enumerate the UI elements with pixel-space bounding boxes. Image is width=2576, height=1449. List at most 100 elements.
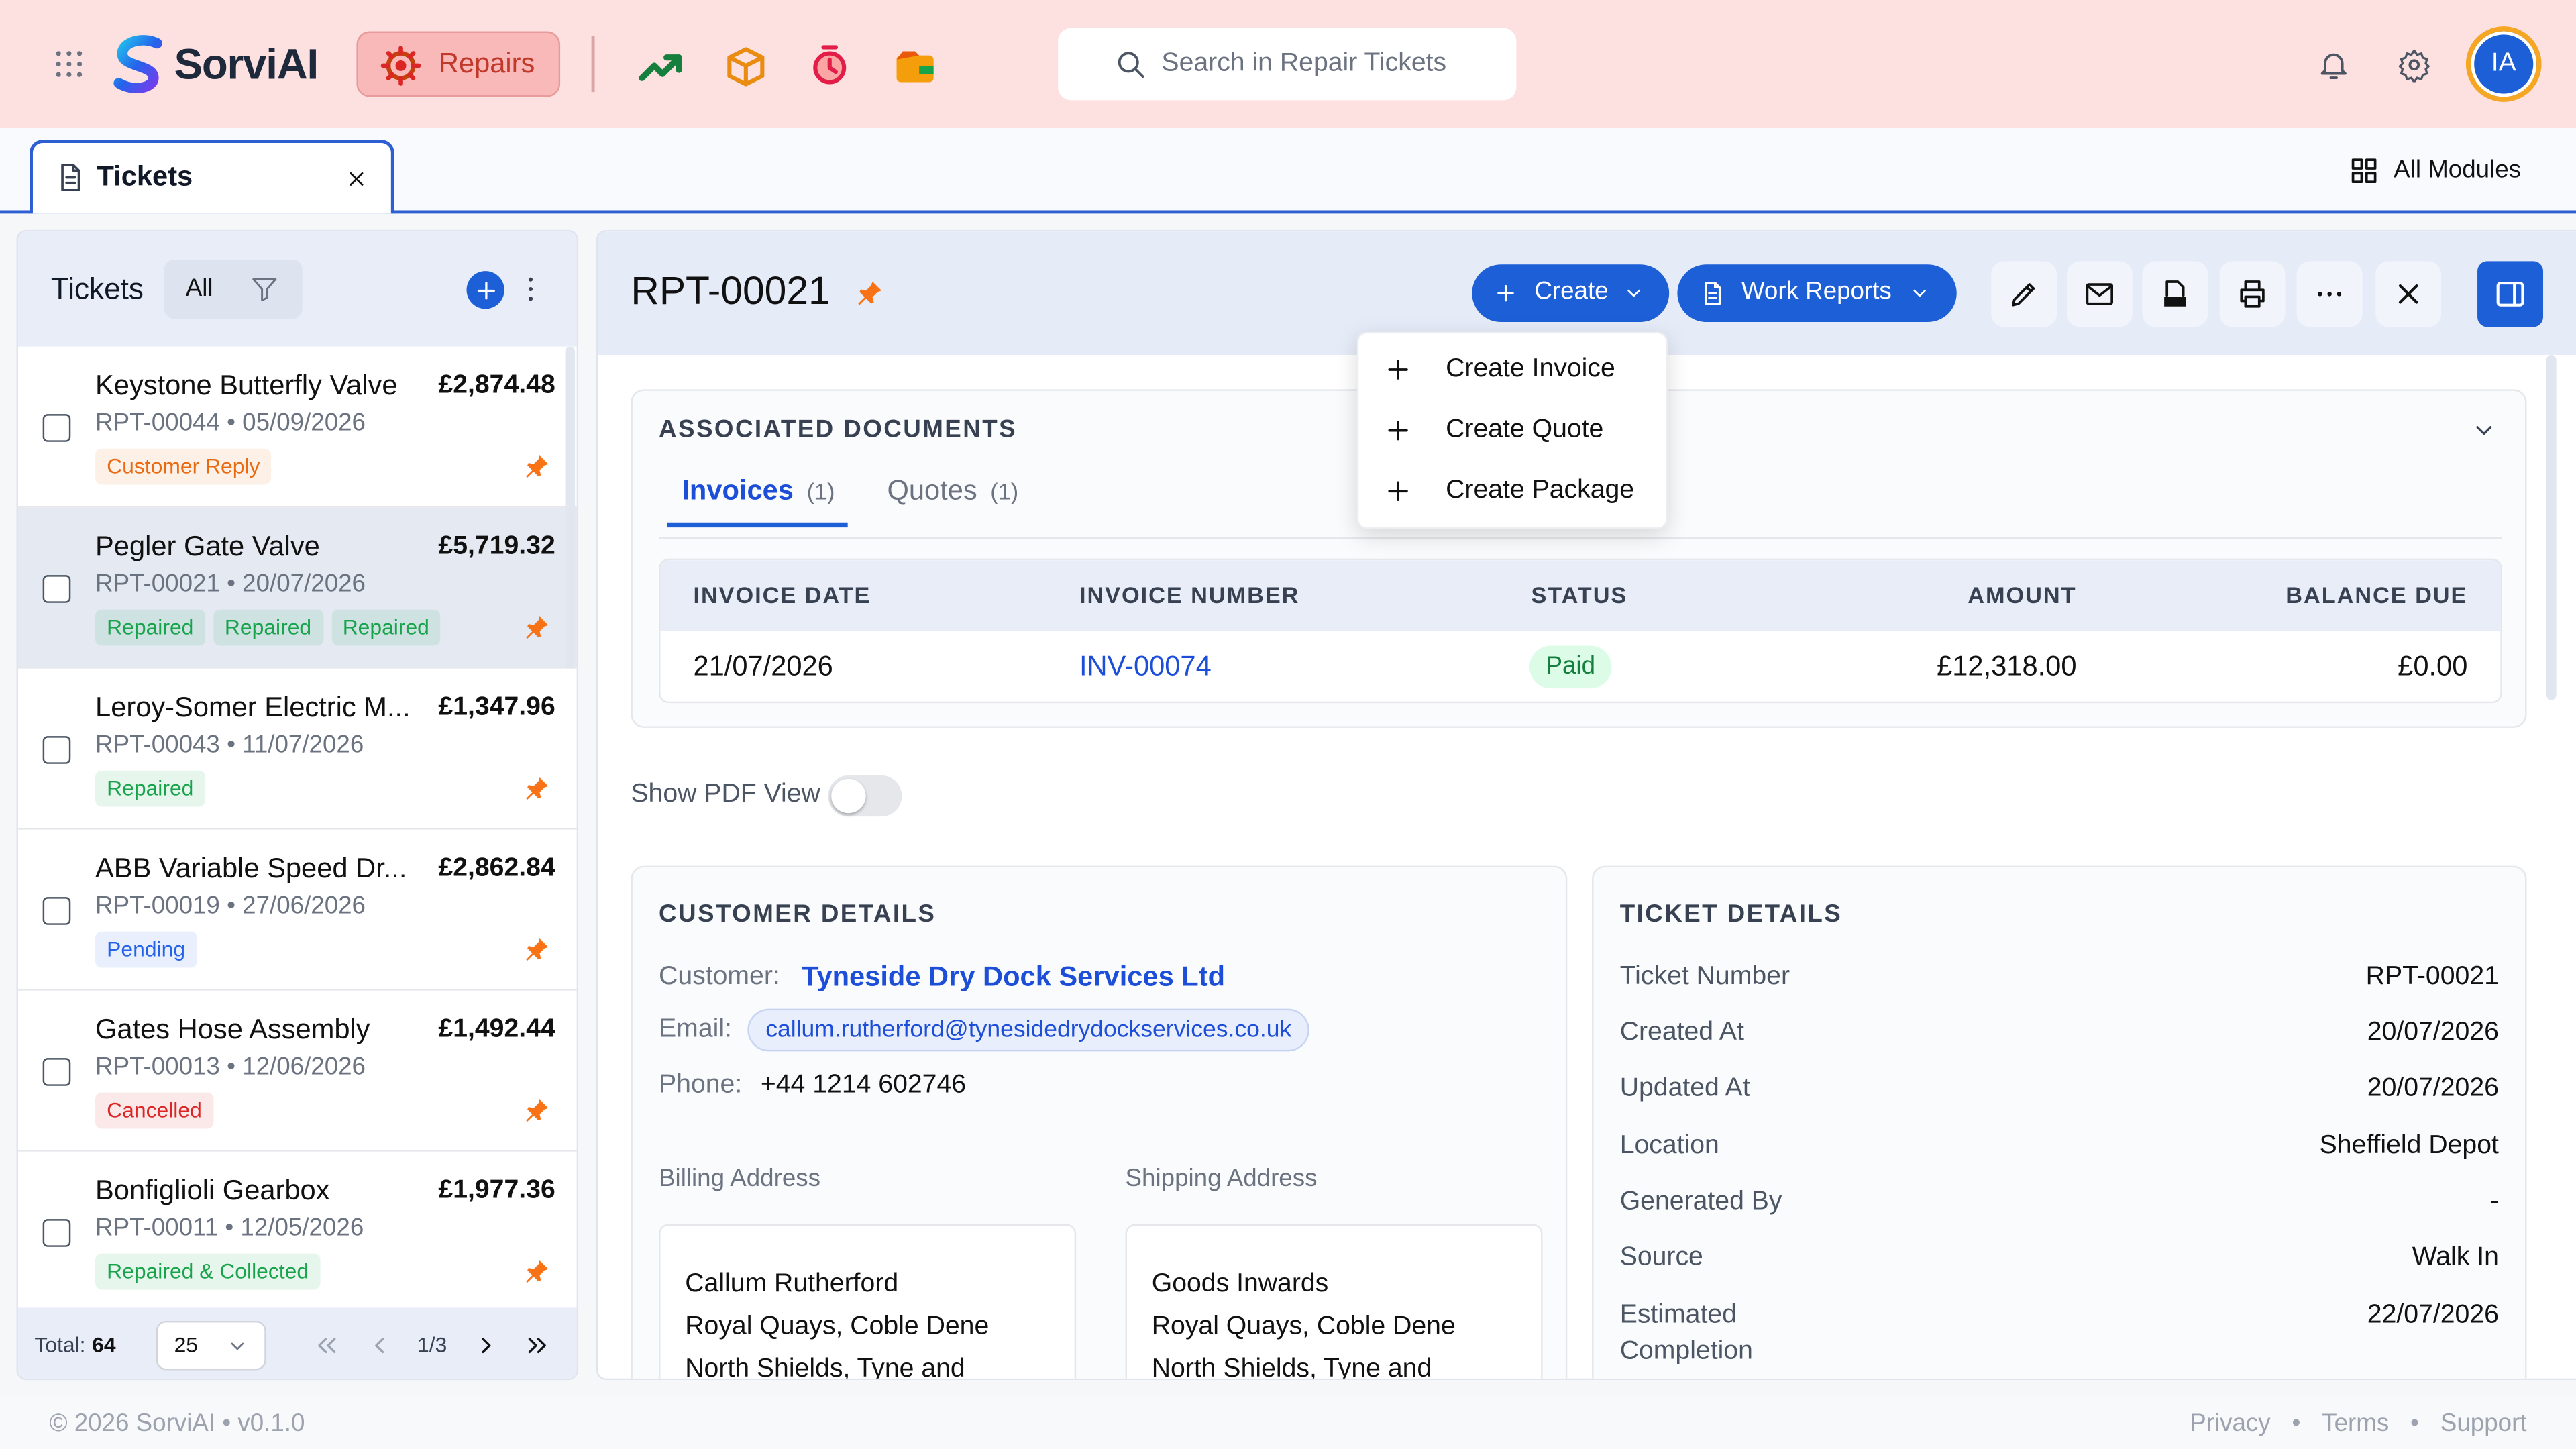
filter-icon[interactable] <box>250 274 279 304</box>
ticket-row[interactable]: ABB Variable Speed Dr... £2,862.84 RPT-000… <box>17 829 577 991</box>
pin-icon[interactable] <box>523 451 552 481</box>
next-page[interactable] <box>473 1332 499 1358</box>
work-reports-button[interactable]: Work Reports <box>1677 264 1957 322</box>
checkbox[interactable] <box>42 414 71 442</box>
module-button[interactable]: Repairs <box>356 31 561 97</box>
invoice-table: INVOICE DATE INVOICE NUMBER STATUS AMOUNT BA… <box>659 558 2502 704</box>
icon-part <box>528 1338 546 1354</box>
page-size[interactable]: 25 <box>156 1320 266 1371</box>
settings[interactable] <box>2397 48 2431 83</box>
close-button[interactable] <box>2375 261 2442 327</box>
create-button[interactable]: Create <box>1472 264 1670 322</box>
apps-menu[interactable] <box>51 46 87 83</box>
menu-item[interactable]: Create Quote <box>1358 401 1666 460</box>
pin-icon[interactable] <box>523 1256 552 1286</box>
icon <box>318 1338 336 1354</box>
menu-item[interactable]: Create Package <box>1358 462 1666 521</box>
status-tag: Repaired <box>213 609 323 646</box>
footer-link[interactable]: Terms <box>2322 1409 2390 1438</box>
icon-part <box>395 60 407 71</box>
cell-invoice-link[interactable]: INV-00074 <box>1079 650 1212 682</box>
footer-link[interactable]: Privacy <box>2190 1409 2271 1438</box>
icon <box>476 281 494 299</box>
ticket-ref: RPT-00011 • 12/05/2026 <box>95 1214 364 1242</box>
edit-button[interactable] <box>1991 261 2057 327</box>
icon <box>526 938 549 961</box>
ticket-row[interactable]: Gates Hose Assembly £1,492.44 RPT-00013 • … <box>17 990 577 1152</box>
page-size-chevron <box>227 1336 248 1357</box>
tab-bar: Tickets All Modules <box>0 128 2576 214</box>
column-header: INVOICE DATE <box>693 581 871 608</box>
collapse-toggle[interactable] <box>2471 417 2497 443</box>
filter-group: All <box>164 259 303 319</box>
doc-tab[interactable]: Quotes (1) <box>887 475 1018 515</box>
icon <box>231 1342 244 1350</box>
customer-link[interactable]: Tyneside Dry Dock Services Ltd <box>802 961 1226 993</box>
list-more[interactable] <box>515 273 547 306</box>
pdf-toggle[interactable] <box>828 775 902 817</box>
doc-tab-label: Quotes <box>887 474 977 506</box>
icon-part <box>896 51 920 60</box>
menu-item[interactable]: Create Invoice <box>1358 340 1666 399</box>
detail-value: RPT-00021 <box>2365 963 2499 991</box>
ticket-row[interactable]: Pegler Gate Valve £5,719.32 RPT-00021 • 20… <box>17 507 577 669</box>
module-sales[interactable] <box>636 41 685 90</box>
tab-close[interactable] <box>345 168 368 191</box>
first-page[interactable] <box>314 1332 340 1358</box>
footer-link[interactable]: Support <box>2440 1409 2527 1438</box>
email-button[interactable] <box>2066 261 2133 327</box>
tab-icon <box>54 161 87 194</box>
print-button[interactable] <box>2219 261 2286 327</box>
pdf-button[interactable] <box>2142 261 2208 327</box>
search-box[interactable]: Search in Repair Tickets <box>1058 28 1517 101</box>
last-page[interactable] <box>524 1332 550 1358</box>
add-ticket[interactable] <box>466 271 504 309</box>
prev-page[interactable] <box>366 1332 392 1358</box>
email-chip[interactable]: callum.rutherford@tynesidedrydockservice… <box>747 1008 1310 1052</box>
icon-part <box>1497 284 1514 302</box>
all-modules[interactable]: All Modules <box>2394 156 2522 184</box>
pin-icon[interactable] <box>523 934 552 964</box>
detail-label: Generated By <box>1619 1187 1782 1216</box>
customer-details: CUSTOMER DETAILS Customer: Tyneside Dry Do… <box>631 865 1568 1379</box>
status-tag: Repaired <box>331 609 441 646</box>
email-icon <box>2083 278 2116 311</box>
ticket-row[interactable]: Keystone Butterfly Valve £2,874.48 RPT-000… <box>17 346 577 508</box>
module-inventory[interactable] <box>721 41 770 90</box>
icon-part <box>2086 284 2113 297</box>
all-modules-icon[interactable] <box>2349 156 2379 186</box>
pin-icon[interactable] <box>523 612 552 642</box>
status-tag: Cancelled <box>95 1092 213 1129</box>
module-service[interactable] <box>805 41 854 90</box>
icon-part <box>2337 292 2342 297</box>
avatar[interactable]: IA <box>2465 26 2542 102</box>
work-reports-label: Work Reports <box>1741 277 1892 306</box>
icon-part <box>2351 172 2363 184</box>
more-button[interactable] <box>2296 261 2363 327</box>
pin-icon[interactable] <box>523 1095 552 1125</box>
icon-part <box>1388 420 1408 441</box>
notifications[interactable] <box>2316 48 2351 82</box>
checkbox[interactable] <box>42 736 71 764</box>
address-box: Callum Rutherford Royal Quays, Coble Dene… <box>659 1224 1077 1379</box>
icon-part <box>2365 172 2377 184</box>
ticket-row[interactable]: Bonfiglioli Gearbox £1,977.36 RPT-00011 • … <box>17 1151 577 1313</box>
pin-icon[interactable] <box>854 278 885 309</box>
checkbox[interactable] <box>42 575 71 603</box>
checkbox[interactable] <box>42 1058 71 1086</box>
doc-tab[interactable]: Invoices (1) <box>682 475 835 515</box>
icon-part <box>76 72 83 77</box>
panel-toggle[interactable] <box>2477 261 2544 327</box>
list-header: Tickets All <box>17 231 577 347</box>
module-finance[interactable] <box>890 41 939 90</box>
checkbox[interactable] <box>42 1219 71 1247</box>
pin-icon[interactable] <box>523 773 552 803</box>
filter-all[interactable]: All <box>185 274 213 303</box>
detail-value: 22/07/2026 <box>2367 1301 2499 1330</box>
total-label: Total: <box>34 1332 86 1357</box>
tab[interactable]: Tickets <box>30 140 394 214</box>
icon <box>2086 283 2113 305</box>
ticket-row[interactable]: Leroy-Somer Electric M... £1,347.96 RPT-00… <box>17 668 577 830</box>
checkbox[interactable] <box>42 897 71 925</box>
